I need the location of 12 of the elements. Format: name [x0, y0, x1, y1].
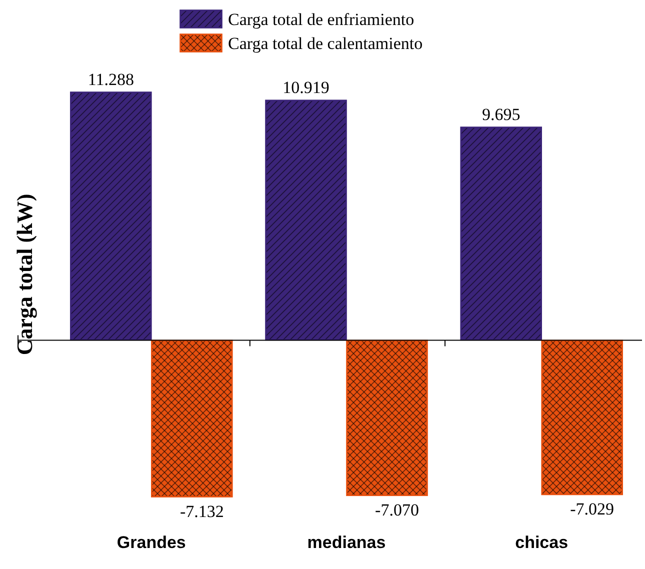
legend-label: Carga total de enfriamiento [228, 10, 414, 29]
data-label: -7.029 [570, 500, 614, 519]
legend-label: Carga total de calentamiento [228, 34, 423, 53]
x-tick-label: medianas [307, 533, 386, 552]
data-label: -7.070 [375, 500, 419, 520]
data-label: 10.919 [282, 78, 330, 98]
data-label: 9.695 [482, 105, 520, 124]
y-axis-title: Carga total (kW) [12, 194, 37, 356]
x-tick-label: Grandes [116, 533, 186, 552]
data-label: -7.132 [180, 502, 224, 521]
x-tick-label: chicas [515, 533, 568, 552]
data-label: 11.288 [88, 70, 134, 89]
